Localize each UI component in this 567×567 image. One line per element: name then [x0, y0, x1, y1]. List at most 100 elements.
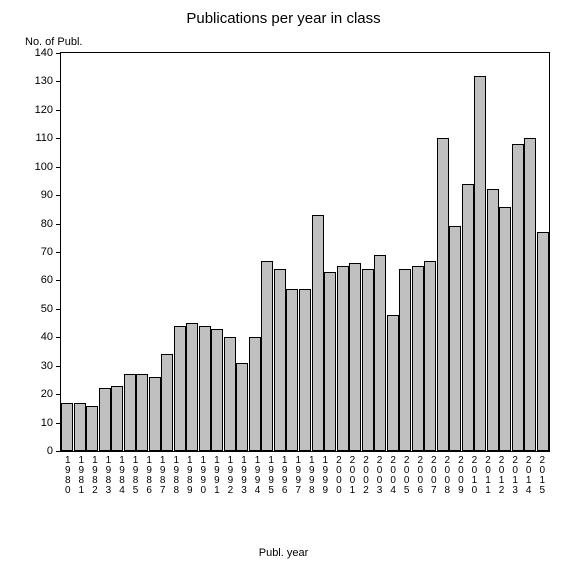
xtick-label: 1 9 8 8 — [171, 456, 181, 496]
xtick-label: 1 9 9 0 — [198, 456, 208, 496]
plot-area: 0102030405060708090100110120130140 — [60, 52, 550, 452]
ytick — [56, 252, 61, 253]
bar — [274, 269, 286, 451]
bar — [261, 261, 273, 451]
xtick-label: 1 9 9 4 — [253, 456, 263, 496]
bar — [349, 263, 361, 451]
bar — [324, 272, 336, 451]
xtick-label: 2 0 1 2 — [497, 456, 507, 496]
bar — [337, 266, 349, 451]
ytick-label: 20 — [41, 388, 53, 400]
xtick-label: 1 9 9 1 — [212, 456, 222, 496]
bar — [124, 374, 136, 451]
xtick-label: 1 9 9 7 — [293, 456, 303, 496]
bar — [487, 189, 499, 451]
ytick — [56, 138, 61, 139]
xtick-label: 2 0 0 2 — [361, 456, 371, 496]
ytick — [56, 366, 61, 367]
ytick-label: 120 — [35, 104, 53, 116]
ytick-label: 70 — [41, 246, 53, 258]
bar — [211, 329, 223, 451]
ytick-label: 10 — [41, 417, 53, 429]
xtick-label: 1 9 8 3 — [103, 456, 113, 496]
xtick-label: 2 0 1 4 — [524, 456, 534, 496]
ytick-label: 30 — [41, 360, 53, 372]
ytick — [56, 167, 61, 168]
ytick-label: 0 — [47, 445, 53, 457]
ytick-label: 60 — [41, 274, 53, 286]
ytick — [56, 110, 61, 111]
bar — [199, 326, 211, 451]
bar — [387, 315, 399, 451]
xtick-label: 1 9 9 3 — [239, 456, 249, 496]
bar — [474, 76, 486, 451]
xtick-label: 1 9 8 4 — [117, 456, 127, 496]
xtick-label: 2 0 1 0 — [469, 456, 479, 496]
ytick — [56, 423, 61, 424]
xtick-label: 2 0 0 7 — [429, 456, 439, 496]
chart-title: Publications per year in class — [0, 10, 567, 27]
bar — [61, 403, 73, 451]
bar — [286, 289, 298, 451]
bar — [362, 269, 374, 451]
xtick-label: 2 0 1 3 — [510, 456, 520, 496]
bar — [462, 184, 474, 451]
ytick-label: 80 — [41, 218, 53, 230]
bar — [412, 266, 424, 451]
bar — [111, 386, 123, 451]
bar — [186, 323, 198, 451]
bar — [86, 406, 98, 451]
xtick-label: 1 9 8 6 — [144, 456, 154, 496]
bar — [537, 232, 549, 451]
bar — [236, 363, 248, 451]
bar — [99, 388, 111, 451]
bar — [424, 261, 436, 451]
bar — [499, 207, 511, 451]
bar — [312, 215, 324, 451]
bar — [524, 138, 536, 451]
y-axis-label: No. of Publ. — [25, 36, 82, 48]
xtick-label: 1 9 8 0 — [63, 456, 73, 496]
ytick-label: 40 — [41, 331, 53, 343]
xtick-label: 2 0 0 0 — [334, 456, 344, 496]
bar — [174, 326, 186, 451]
xtick-label: 1 9 8 9 — [185, 456, 195, 496]
xtick-label: 1 9 8 2 — [90, 456, 100, 496]
ytick-label: 90 — [41, 189, 53, 201]
bar — [399, 269, 411, 451]
ytick-label: 50 — [41, 303, 53, 315]
ytick-label: 100 — [35, 161, 53, 173]
xtick-label: 1 9 9 2 — [225, 456, 235, 496]
bar — [136, 374, 148, 451]
ytick — [56, 309, 61, 310]
bar — [437, 138, 449, 451]
ytick — [56, 224, 61, 225]
xtick-label: 1 9 8 1 — [76, 456, 86, 496]
xtick-label: 1 9 9 8 — [307, 456, 317, 496]
xtick-label: 2 0 1 5 — [537, 456, 547, 496]
ytick-label: 140 — [35, 47, 53, 59]
chart-container: Publications per year in class No. of Pu… — [0, 0, 567, 567]
ytick-label: 110 — [35, 132, 53, 144]
xtick-label: 1 9 9 9 — [320, 456, 330, 496]
xtick-label: 1 9 9 6 — [280, 456, 290, 496]
ytick — [56, 53, 61, 54]
xtick-label: 2 0 0 1 — [347, 456, 357, 496]
bar — [161, 354, 173, 451]
xtick-label: 2 0 0 6 — [415, 456, 425, 496]
ytick — [56, 81, 61, 82]
bar — [374, 255, 386, 451]
xtick-label: 2 0 0 4 — [388, 456, 398, 496]
ytick — [56, 280, 61, 281]
bar — [449, 226, 461, 451]
bar — [74, 403, 86, 451]
xtick-label: 2 0 1 1 — [483, 456, 493, 496]
ytick — [56, 337, 61, 338]
bar — [149, 377, 161, 451]
ytick — [56, 195, 61, 196]
ytick-label: 130 — [35, 75, 53, 87]
bar — [512, 144, 524, 451]
bar — [299, 289, 311, 451]
xtick-label: 1 9 8 5 — [131, 456, 141, 496]
xtick-label: 2 0 0 8 — [442, 456, 452, 496]
